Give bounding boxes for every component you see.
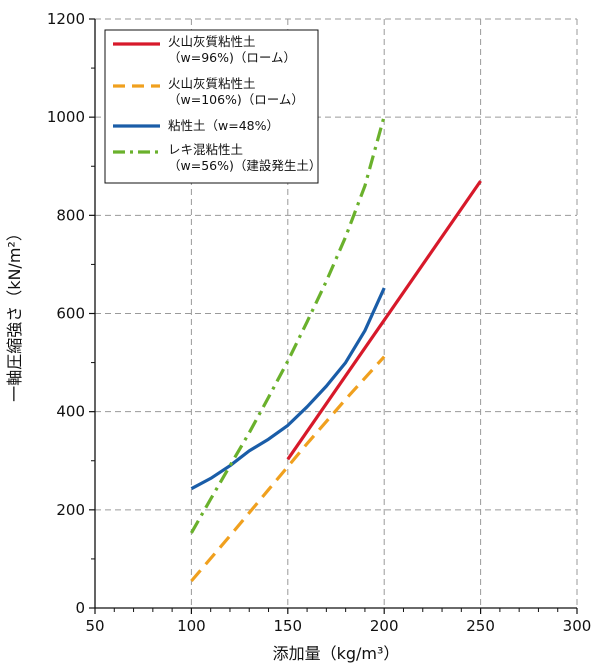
legend-label-1: 火山灰質粘性土	[168, 34, 256, 49]
y-tick-label: 200	[56, 501, 85, 519]
series-line-2	[190, 355, 386, 583]
y-tick-label: 1200	[47, 10, 85, 28]
y-tick-label: 800	[56, 206, 85, 224]
x-tick-label: 300	[563, 617, 592, 635]
x-tick-label: 150	[273, 617, 302, 635]
x-tick-label: 100	[177, 617, 206, 635]
y-tick-label: 1000	[47, 108, 85, 126]
x-tick-label: 250	[466, 617, 495, 635]
y-tick-label: 400	[56, 403, 85, 421]
series-line-3	[190, 287, 386, 491]
series-layer	[190, 115, 482, 583]
legend-sublabel-2: （w=106%)（ローム）	[168, 92, 304, 107]
legend-sublabel-4: （w=56%)（建設発生土）	[168, 158, 321, 173]
y-tick-label: 600	[56, 305, 85, 323]
legend-sublabel-1: （w=96%)（ローム）	[168, 50, 296, 65]
legend: 火山灰質粘性土（w=96%)（ローム）火山灰質粘性土（w=106%)（ローム）粘…	[104, 29, 321, 184]
legend-label-4: レキ混粘性土	[168, 142, 243, 157]
grid	[95, 18, 578, 608]
series-line-4	[190, 115, 386, 534]
x-tick-label: 50	[85, 617, 104, 635]
legend-box	[104, 29, 319, 184]
y-tick-label: 0	[75, 599, 85, 617]
legend-label-3: 粘性土（w=48%）	[168, 118, 279, 133]
legend-label-2: 火山灰質粘性土	[168, 76, 256, 91]
series-line-1	[286, 180, 482, 461]
ticks: 50 100 150 200 250 300 0 200 400 600 800 1000 1200	[47, 10, 592, 635]
x-tick-label: 200	[370, 617, 399, 635]
y-axis-label: 一軸圧縮強さ（kN/m²）	[5, 225, 24, 402]
x-axis-label: 添加量（kg/m³）	[273, 644, 400, 663]
